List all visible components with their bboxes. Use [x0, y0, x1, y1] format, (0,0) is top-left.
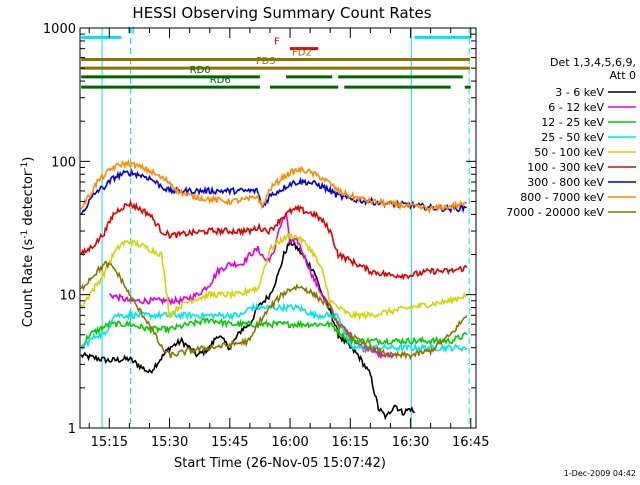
series-line-6: [80, 199, 468, 281]
axes: 1 10 100 1000 15:15 15:30 15:45 16:00 16:15 16:30…: [43, 22, 490, 450]
series-line-5: [80, 232, 468, 322]
x-tick-label-3: 15:45: [211, 435, 248, 450]
flag-label-1: N: [127, 25, 134, 36]
y-axis-label-end: ): [21, 157, 36, 162]
y-tick-label-4: 1000: [43, 22, 76, 37]
y-tick-label-3: 100: [51, 155, 76, 170]
series-line-3: [80, 317, 468, 349]
x-axis-label: Start Time (26-Nov-05 15:07:42): [174, 456, 386, 471]
series-line-4: [80, 301, 468, 354]
y-axis-label-mid: detector: [21, 170, 36, 230]
legend-label-6: 100 - 300 keV: [527, 161, 604, 174]
y-axis-label: Count Rate (s-1 detector-1): [20, 157, 36, 328]
legend-label-7: 300 - 800 keV: [527, 176, 604, 189]
flag-label-4: FD3: [256, 56, 276, 67]
y-axis-label-sup2: -1: [20, 162, 30, 171]
legend-label-4: 25 - 50 keV: [541, 131, 604, 144]
flag-label-3: FD2: [292, 48, 312, 59]
x-tick-label-5: 16:15: [332, 435, 369, 450]
date-stamp: 1-Dec-2009 04:42: [564, 469, 636, 478]
legend-label-5: 50 - 100 keV: [534, 146, 604, 159]
x-tick-label-6: 16:30: [392, 435, 429, 450]
series-lines: [80, 158, 468, 421]
y-axis-label-main: Count Rate (s: [21, 239, 36, 328]
series-line-1: [80, 238, 416, 421]
vertical-markers: [101, 28, 470, 428]
legend-label-8: 800 - 7000 keV: [520, 191, 604, 204]
legend-header-2: Att 0: [610, 69, 636, 82]
x-tick-label-1: 15:15: [91, 435, 128, 450]
legend-label-1: 3 - 6 keV: [555, 86, 604, 99]
series-line-8: [80, 158, 468, 215]
y-tick-label-2: 10: [59, 289, 76, 304]
legend-label-2: 6 - 12 keV: [548, 101, 604, 114]
legend: Det 1,3,4,5,6,9,Att 0 3 - 6 keV 6 - 12 keV…: [506, 56, 636, 219]
x-tick-label-4: 16:00: [271, 435, 308, 450]
y-axis-label-sup1: -1: [20, 230, 30, 239]
series-line-9: [80, 260, 468, 360]
x-tick-label-7: 16:45: [452, 435, 489, 450]
flag-label-2: F: [274, 37, 280, 48]
flag-label-5: RD0: [190, 65, 211, 76]
chart-title: HESSI Observing Summary Count Rates: [132, 4, 431, 22]
y-tick-label-1: 1: [68, 422, 76, 437]
legend-label-3: 12 - 25 keV: [541, 116, 604, 129]
flag-label-6: RD6: [210, 75, 231, 86]
legend-label-9: 7000 - 20000 keV: [506, 206, 604, 219]
x-tick-label-2: 15:30: [151, 435, 188, 450]
legend-header-1: Det 1,3,4,5,6,9,: [550, 56, 636, 69]
plot-frame: [79, 27, 477, 429]
